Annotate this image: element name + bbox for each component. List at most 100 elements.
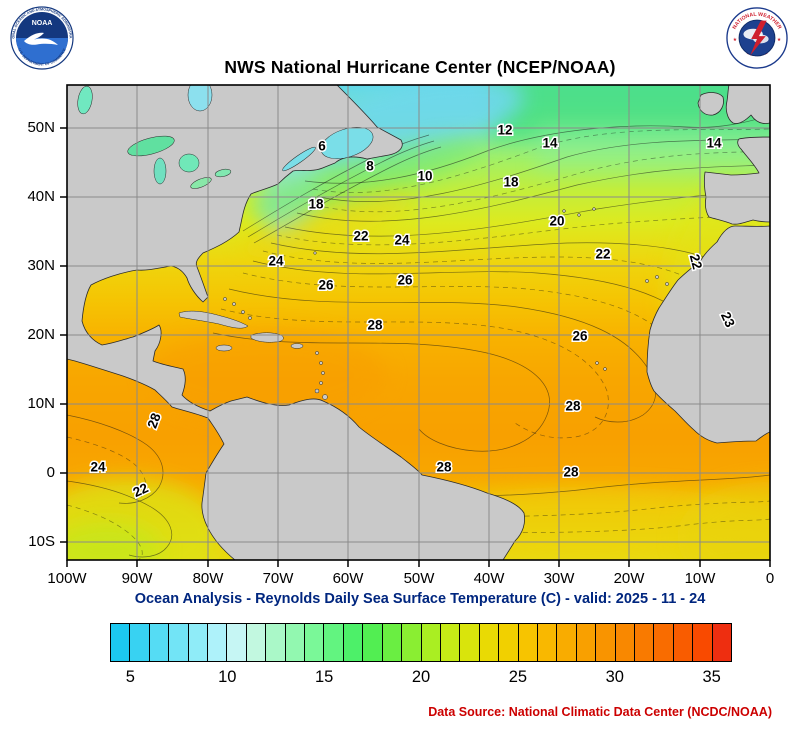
colorbar-segment bbox=[615, 624, 635, 661]
colorbar-segment bbox=[596, 624, 616, 661]
colorbar-tick-label: 25 bbox=[508, 668, 528, 686]
great-britain bbox=[725, 85, 770, 124]
isotherm-label: 18 bbox=[308, 197, 324, 212]
nws-logo: NATIONAL WEATHER SERVICE ★ ★ bbox=[726, 7, 788, 69]
colorbar-segment bbox=[130, 624, 150, 661]
isotherm-label: 18 bbox=[503, 175, 519, 190]
nws-star-right-icon: ★ bbox=[777, 37, 782, 43]
colorbar-segment bbox=[305, 624, 325, 661]
colorbar-segment bbox=[402, 624, 422, 661]
colorbar-tick-label: 20 bbox=[411, 668, 431, 686]
colorbar-tick-label: 15 bbox=[314, 668, 334, 686]
lat-tick-label: 10N bbox=[27, 395, 55, 412]
isotherm-label: 14 bbox=[542, 136, 558, 151]
colorbar-segment bbox=[382, 624, 403, 661]
colorbar-segment bbox=[246, 624, 267, 661]
page-title: NWS National Hurricane Center (NCEP/NOAA… bbox=[224, 57, 616, 77]
isotherm-label: 10 bbox=[417, 169, 432, 184]
colorbar-segment bbox=[537, 624, 558, 661]
colorbar-segment bbox=[285, 624, 306, 661]
isotherm-label: 24 bbox=[90, 460, 106, 475]
cuba bbox=[178, 310, 249, 329]
noaa-logo: NATIONAL OCEANIC AND ATMOSPHERIC ADMINIS… bbox=[10, 6, 74, 70]
isotherm-label: 28 bbox=[436, 460, 452, 475]
lon-tick-label: 20W bbox=[613, 570, 645, 587]
nws-star-left-icon: ★ bbox=[733, 37, 738, 43]
small-islands bbox=[223, 207, 669, 400]
jamaica bbox=[215, 344, 233, 352]
colorbar-segment bbox=[576, 624, 597, 661]
colorbar-segment bbox=[266, 624, 286, 661]
colorbar-segment bbox=[169, 624, 189, 661]
lat-tick-label: 40N bbox=[27, 188, 55, 205]
noaa-gull-icon bbox=[24, 32, 58, 45]
isotherm-label: 24 bbox=[394, 233, 410, 248]
isotherm-label: 22 bbox=[595, 247, 610, 262]
iberia-france bbox=[703, 136, 770, 225]
isotherm-label: 28 bbox=[563, 465, 579, 480]
isotherm-label: 26 bbox=[397, 273, 413, 288]
noaa-logo-label: NOAA bbox=[32, 20, 53, 27]
colorbar-segment bbox=[557, 624, 577, 661]
lon-tick-label: 40W bbox=[473, 570, 505, 587]
isotherm-label: 26 bbox=[318, 278, 334, 293]
colorbar-segment bbox=[634, 624, 655, 661]
puerto-rico bbox=[290, 343, 304, 349]
isotherm-label: 12 bbox=[497, 123, 512, 138]
isotherm-label: 28 bbox=[565, 399, 581, 414]
axis-ticks bbox=[60, 127, 771, 567]
colorbar-segment bbox=[673, 624, 694, 661]
lon-tick-label: 70W bbox=[262, 570, 294, 587]
lat-tick-label: 0 bbox=[46, 464, 55, 481]
isotherm-label: 14 bbox=[706, 136, 722, 151]
isotherm-label: 22 bbox=[353, 229, 368, 244]
gridlines bbox=[67, 85, 770, 560]
colorbar-tick-label: 30 bbox=[605, 668, 624, 686]
lon-tick-label: 60W bbox=[332, 570, 364, 587]
lon-tick-label: 100W bbox=[47, 570, 87, 587]
colorbar-tick-label: 10 bbox=[218, 668, 237, 686]
colorbar-segment bbox=[693, 624, 713, 661]
lat-axis: 50N 40N 30N 20N 10N 0 10S bbox=[0, 85, 57, 560]
colorbar-segment bbox=[111, 624, 131, 661]
lon-tick-label: 30W bbox=[543, 570, 575, 587]
colorbar-segment bbox=[149, 624, 170, 661]
isotherm-label: 20 bbox=[549, 214, 564, 229]
colorbar-segment bbox=[421, 624, 441, 661]
isotherm-label: 26 bbox=[572, 329, 588, 344]
colorbar-tick-label: 35 bbox=[702, 668, 721, 686]
colorbar-segment bbox=[479, 624, 500, 661]
lat-tick-label: 30N bbox=[27, 257, 55, 274]
lat-tick-label: 10S bbox=[28, 533, 55, 550]
colorbar-segment bbox=[188, 624, 209, 661]
isotherm-label: 24 bbox=[268, 254, 284, 269]
colorbar-segment bbox=[208, 624, 228, 661]
colorbar-segment bbox=[518, 624, 538, 661]
colorbar-segment bbox=[324, 624, 344, 661]
lon-axis: 100W 90W 80W 70W 60W 50W 40W 30W 20W 10W 0 bbox=[47, 570, 774, 588]
isotherm-contours bbox=[67, 114, 770, 560]
colorbar-segment bbox=[460, 624, 480, 661]
colorbar-segment bbox=[227, 624, 247, 661]
lon-tick-label: 80W bbox=[192, 570, 224, 587]
colorbar-segment bbox=[440, 624, 461, 661]
colorbar-tick-labels: 5 10 15 20 25 30 35 bbox=[111, 668, 731, 690]
lakes bbox=[77, 85, 374, 189]
isotherm-label: 8 bbox=[366, 159, 374, 174]
colorbar-segment bbox=[654, 624, 674, 661]
lon-tick-label: 90W bbox=[121, 570, 153, 587]
isotherm-label: 6 bbox=[318, 139, 326, 154]
caption: Ocean Analysis - Reynolds Daily Sea Surf… bbox=[134, 591, 706, 607]
colorbar-tick-label: 5 bbox=[125, 668, 135, 686]
colorbar bbox=[110, 623, 732, 662]
datasource-note: Data Source: National Climatic Data Cent… bbox=[428, 705, 772, 719]
lon-tick-label: 0 bbox=[765, 570, 775, 587]
isotherm-label: 28 bbox=[145, 411, 164, 431]
colorbar-segment bbox=[499, 624, 519, 661]
lon-tick-label: 50W bbox=[403, 570, 435, 587]
colorbar-segment bbox=[363, 624, 383, 661]
lon-tick-label: 10W bbox=[684, 570, 716, 587]
